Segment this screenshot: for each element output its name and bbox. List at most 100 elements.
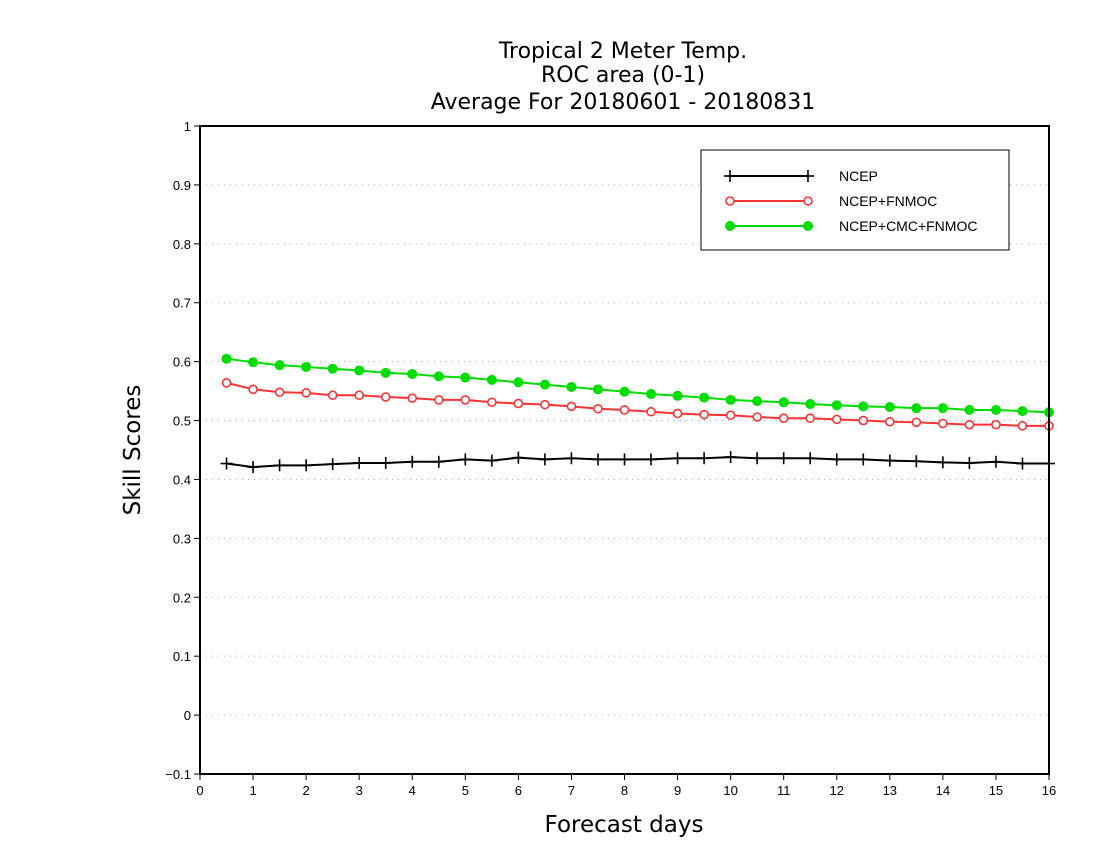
series-ncep-marker [512, 451, 525, 464]
series-ncep-fnmoc-marker [699, 409, 709, 420]
series-ncep-marker [777, 452, 790, 465]
series-ncep-marker [751, 452, 764, 465]
series-ncep [220, 451, 1055, 474]
y-tick-label: −0.1 [165, 767, 191, 782]
plot-frame [199, 125, 1050, 775]
y-tick-label: 0.1 [173, 649, 191, 664]
series-ncep-cmc-fnmoc-marker [937, 403, 948, 414]
y-tick-label: 1 [184, 119, 191, 134]
series-ncep-marker [1016, 457, 1029, 470]
legend-ncep-fnmoc: NCEP+FNMOC [725, 193, 937, 209]
x-tick-label: 16 [1042, 783, 1056, 798]
series-ncep-fnmoc [221, 378, 1054, 431]
series-ncep-marker [910, 455, 923, 468]
series-ncep-fnmoc-marker [513, 398, 524, 409]
series-ncep-cmc-fnmoc-marker [433, 371, 444, 382]
series-ncep-fnmoc-marker [274, 387, 285, 398]
x-tick-label: 9 [674, 783, 681, 798]
series-ncep-cmc-fnmoc [221, 353, 1054, 418]
series-ncep-marker [220, 457, 233, 470]
series-ncep-fnmoc-marker [885, 416, 895, 427]
legend-ncep: NCEP [724, 168, 878, 184]
series-ncep-marker [724, 451, 737, 464]
series-ncep-fnmoc-marker [407, 393, 418, 403]
legend-ncep-fnmoc-start-marker [725, 196, 735, 206]
x-tick-label: 10 [723, 783, 737, 798]
series-ncep-cmc-fnmoc-marker [725, 394, 736, 405]
series-ncep-marker [379, 456, 392, 469]
series-ncep-cmc-fnmoc-marker [672, 390, 683, 401]
series-ncep-cmc-fnmoc-marker [911, 403, 922, 414]
legend-ncep-start-marker [724, 170, 736, 182]
y-tick-label: 0 [184, 708, 191, 723]
series-ncep-fnmoc-marker [593, 403, 603, 414]
series-ncep-cmc-fnmoc-marker [513, 377, 524, 388]
x-tick-label: 8 [621, 783, 628, 798]
y-tick-label: 0.9 [173, 178, 191, 193]
series-ncep-cmc-fnmoc-marker [460, 372, 471, 383]
series-ncep-marker [645, 453, 658, 466]
series-ncep-cmc-fnmoc-marker [380, 367, 391, 378]
series-ncep-cmc-fnmoc-marker [990, 404, 1001, 415]
series-ncep-cmc-fnmoc-marker [619, 386, 630, 397]
series-ncep-cmc-fnmoc-marker [566, 381, 577, 392]
x-tick-label: 7 [568, 783, 575, 798]
series-ncep-marker [432, 455, 445, 468]
x-tick-label: 15 [989, 783, 1003, 798]
series-ncep-fnmoc-marker [354, 390, 364, 401]
x-tick-label: 4 [409, 783, 416, 798]
series-ncep-cmc-fnmoc-marker [539, 379, 550, 390]
legend-ncep-cmc-fnmoc-label: NCEP+CMC+FNMOC [839, 218, 977, 234]
series-ncep-fnmoc-marker [831, 414, 842, 425]
series-ncep-marker [565, 452, 578, 465]
series-ncep-fnmoc-marker [221, 378, 232, 388]
legend-ncep-fnmoc-label: NCEP+FNMOC [839, 193, 937, 209]
series-ncep-cmc-fnmoc-marker [752, 396, 763, 407]
series-ncep-cmc-fnmoc-marker [778, 397, 789, 408]
y-tick-label: 0.6 [173, 355, 191, 370]
series-ncep-marker [247, 461, 260, 474]
series-ncep-marker [273, 459, 286, 472]
y-tick-label: 0.2 [173, 590, 191, 605]
legend-ncep-fnmoc-end-marker [803, 196, 813, 206]
legend-ncep-cmc-fnmoc-start-marker [725, 221, 735, 231]
series-ncep-cmc-fnmoc-marker [354, 365, 365, 376]
series-ncep-cmc-fnmoc-marker [274, 360, 285, 371]
series-ncep-marker [591, 453, 604, 466]
series-layer [220, 353, 1055, 474]
series-ncep-cmc-fnmoc-marker [646, 389, 657, 400]
series-ncep-fnmoc-marker [646, 406, 656, 417]
series-ncep-fnmoc-marker [778, 413, 789, 423]
x-tick-label: 13 [883, 783, 897, 798]
y-tick-label: 0.8 [173, 237, 191, 252]
title-line-3: Average For 20180601 - 20180831 [431, 90, 816, 115]
series-ncep-fnmoc-marker [725, 410, 736, 421]
series-ncep-marker [671, 452, 684, 465]
series-ncep-marker [698, 452, 711, 465]
series-ncep-marker [618, 453, 631, 466]
series-ncep-marker [830, 453, 843, 466]
x-tick-label: 3 [356, 783, 363, 798]
series-ncep-line [226, 456, 1049, 469]
series-ncep-fnmoc-marker [805, 413, 816, 423]
series-ncep-fnmoc-marker [911, 417, 922, 428]
series-ncep-fnmoc-marker [540, 399, 550, 410]
series-ncep-cmc-fnmoc-marker [805, 399, 816, 410]
series-ncep-cmc-fnmoc-marker [964, 404, 975, 415]
series-ncep-cmc-fnmoc-marker [592, 384, 603, 395]
x-tick-label: 0 [196, 783, 203, 798]
series-ncep-fnmoc-marker [380, 392, 391, 402]
series-ncep-cmc-fnmoc-marker [327, 363, 338, 374]
y-axis-label: Skill Scores [120, 385, 146, 516]
series-ncep-marker [406, 455, 419, 468]
series-ncep-marker [326, 458, 339, 471]
series-ncep-fnmoc-marker [566, 401, 577, 412]
grid-lines [200, 184, 1049, 716]
series-ncep-marker [353, 456, 366, 469]
title-line-2: ROC area (0-1) [541, 63, 705, 88]
series-ncep-fnmoc-marker [248, 384, 258, 395]
series-ncep-marker [459, 453, 472, 466]
legend-ncep-cmc-fnmoc: NCEP+CMC+FNMOC [725, 218, 977, 234]
axis-ticks: −0.100.10.20.30.40.50.60.70.80.910 1 2 3 4 5 6… [165, 119, 1056, 798]
legend-ncep-end-marker [802, 170, 814, 182]
